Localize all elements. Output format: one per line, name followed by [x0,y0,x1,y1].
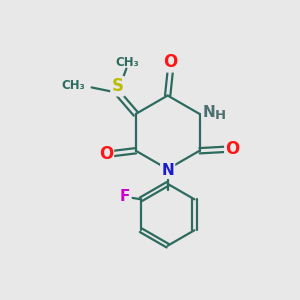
Text: H: H [214,109,226,122]
Text: CH₃: CH₃ [116,56,140,69]
Text: O: O [99,145,113,163]
Text: O: O [164,53,178,71]
Text: CH₃: CH₃ [61,80,85,92]
Text: N: N [161,163,174,178]
Text: O: O [225,140,240,158]
Text: N: N [202,105,215,120]
Text: F: F [120,190,130,205]
Text: S: S [112,77,124,95]
